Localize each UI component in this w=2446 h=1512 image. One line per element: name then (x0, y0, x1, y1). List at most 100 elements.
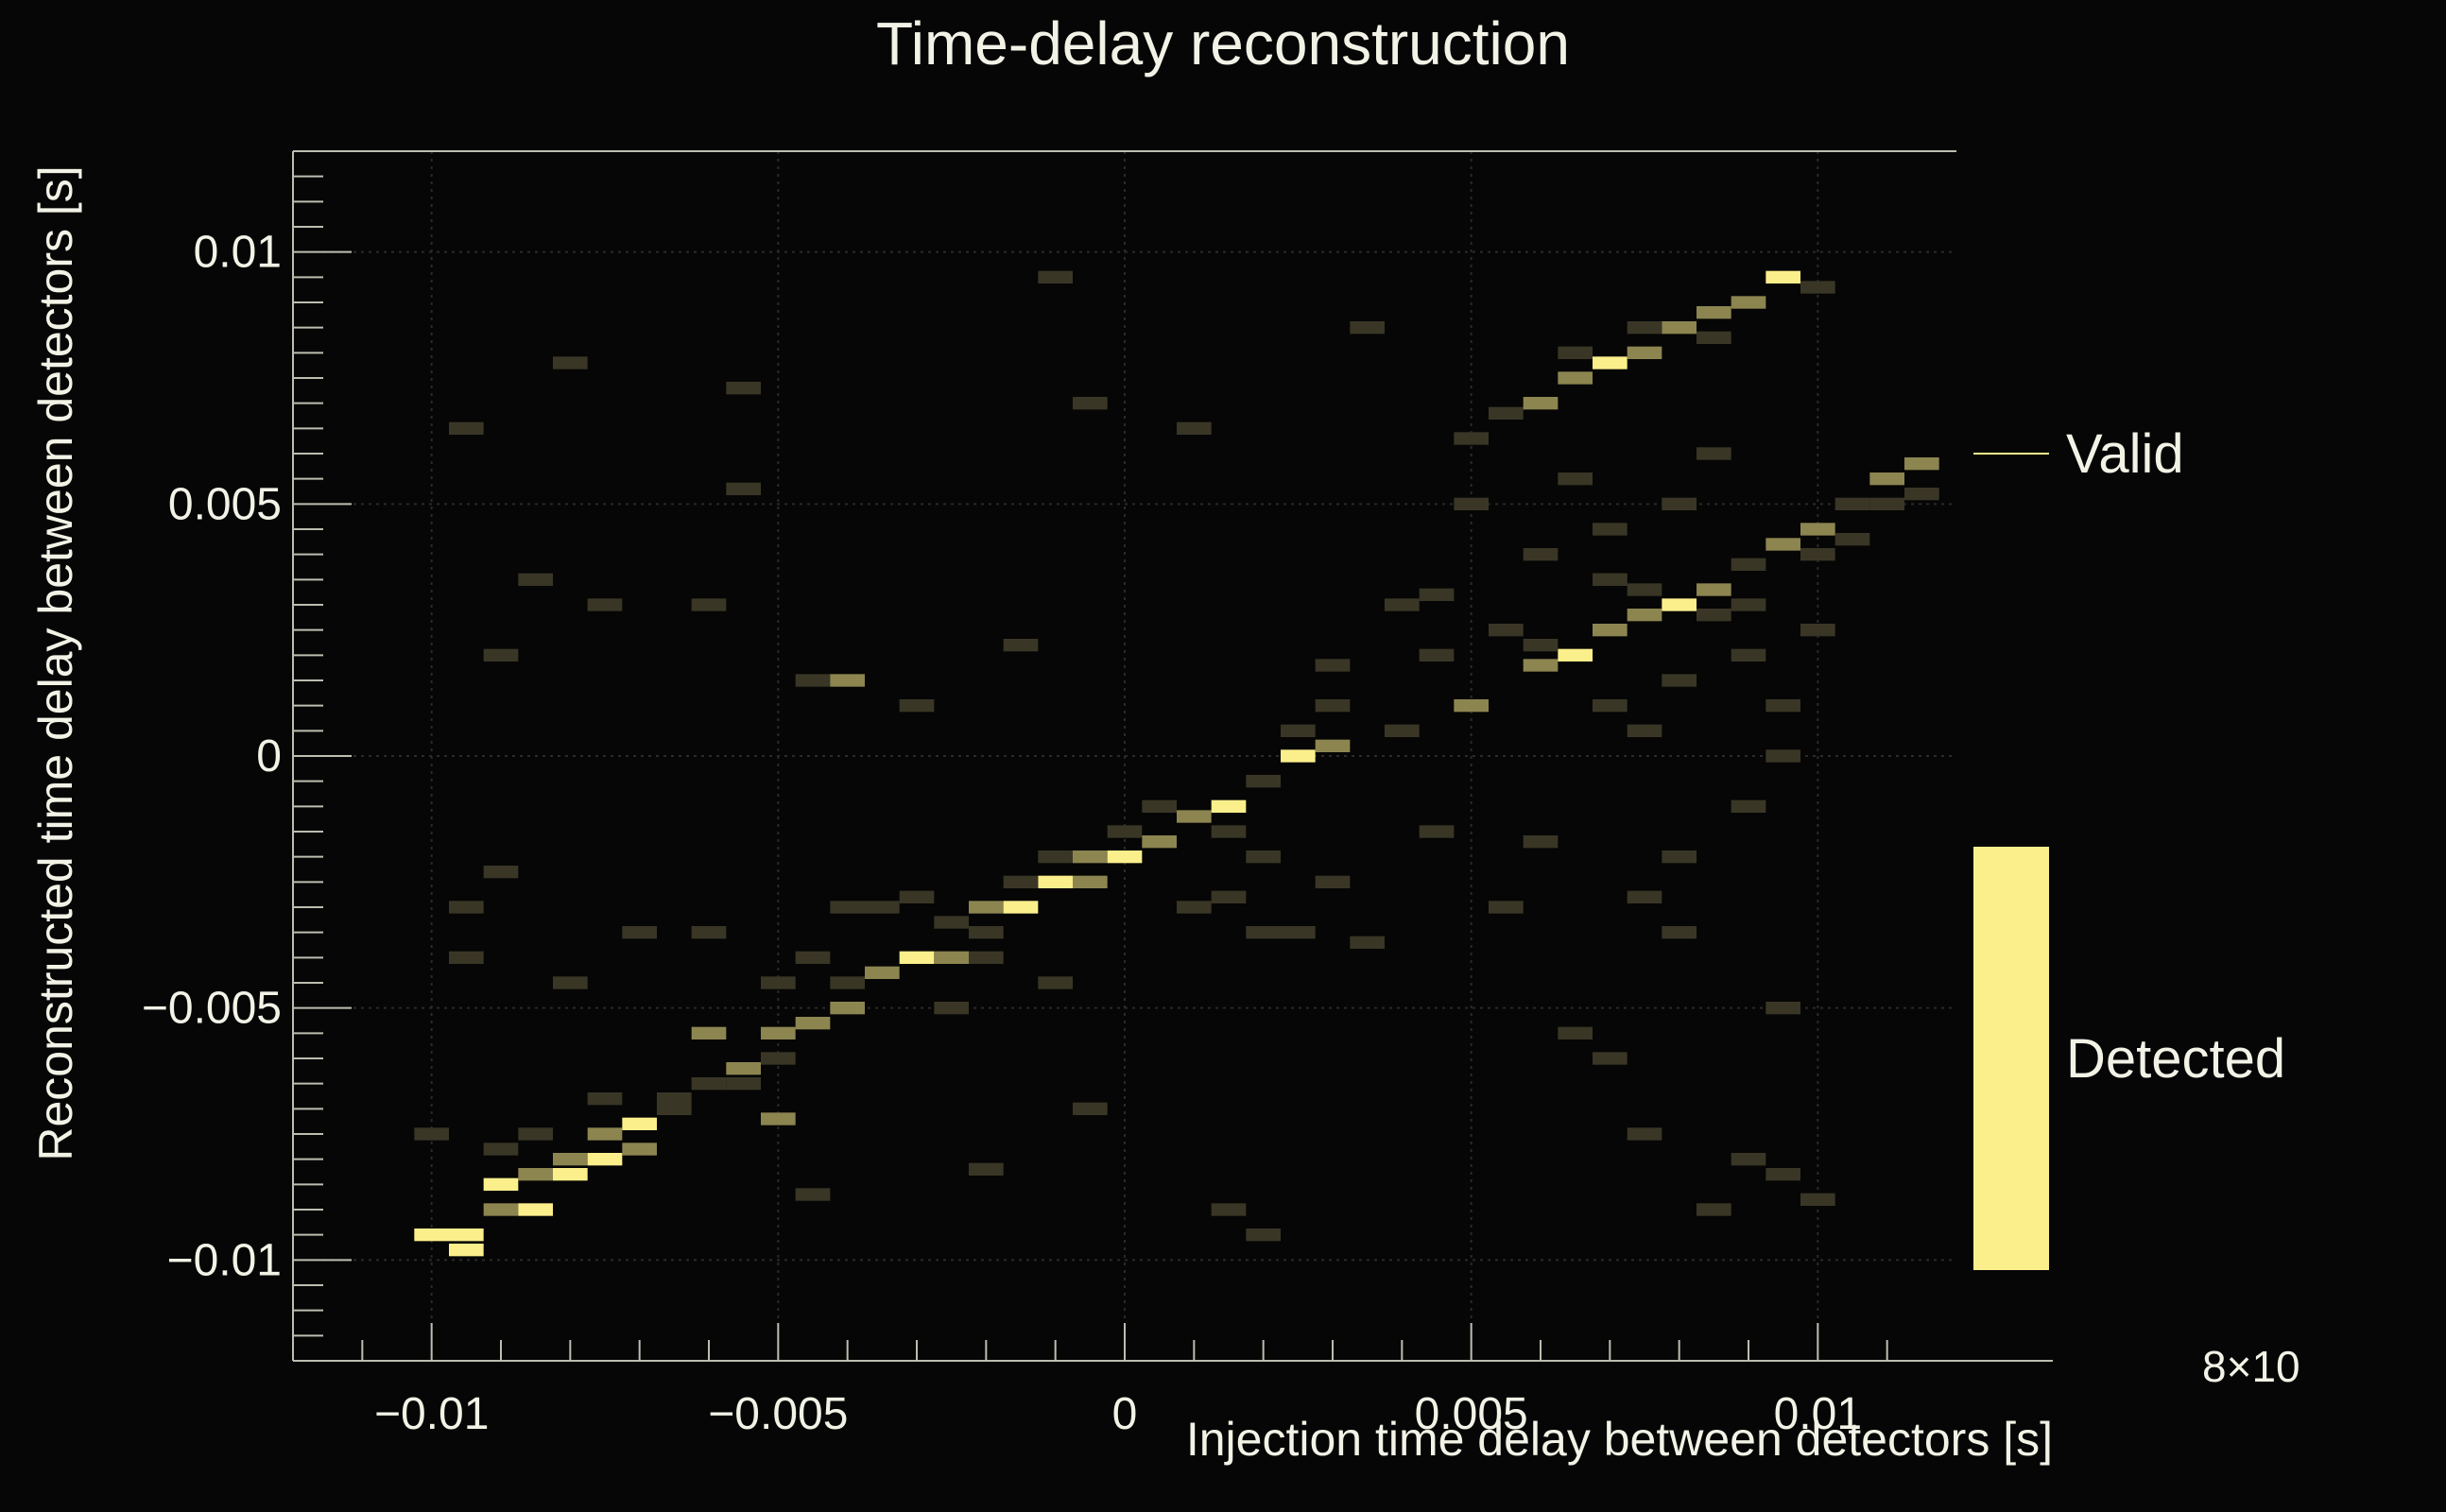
legend-valid-label: Valid (2066, 423, 2184, 485)
heatmap-bin (414, 1228, 449, 1242)
heatmap-bin (1662, 321, 1697, 335)
heatmap-bin (1107, 850, 1143, 864)
heatmap-bin (1419, 588, 1455, 601)
heatmap-bin (691, 598, 727, 611)
chart-title: Time-delay reconstruction (876, 9, 1570, 77)
heatmap-bin (1246, 1228, 1281, 1242)
heatmap-bin (518, 1203, 553, 1216)
heatmap-bin (1454, 432, 1489, 445)
heatmap-bin (1731, 1153, 1766, 1166)
heatmap-bin (1766, 538, 1800, 551)
heatmap-bin (553, 1168, 588, 1181)
heatmap-bin (761, 1112, 796, 1125)
colorbar-exponent-label: 8×10 (2202, 1342, 2300, 1391)
heatmap-bin (1315, 739, 1351, 752)
heatmap-bin (969, 901, 1004, 914)
heatmap-bin (1662, 850, 1697, 864)
heatmap-bin (830, 976, 865, 989)
heatmap-bin (1800, 281, 1835, 294)
heatmap-bin (1281, 749, 1316, 763)
heatmap-bin (449, 421, 484, 435)
legend-detected-box (1973, 847, 2049, 1270)
heatmap-bin (1350, 321, 1385, 335)
heatmap-bin (1558, 472, 1593, 486)
x-tick-label: 0.01 (1774, 1389, 1862, 1439)
heatmap-bin (1523, 659, 1559, 672)
heatmap-bin (1211, 799, 1247, 813)
heatmap-bin (1454, 699, 1489, 713)
heatmap-bin (726, 382, 761, 395)
heatmap-bin (1593, 356, 1628, 369)
heatmap-bin (1073, 1102, 1108, 1115)
heatmap-bin (1489, 406, 1524, 420)
heatmap-bin (830, 674, 865, 687)
heatmap-bin (1211, 1203, 1247, 1216)
heatmap-bin (1697, 306, 1731, 319)
heatmap-bin (1038, 875, 1073, 888)
heatmap-bin (1177, 901, 1212, 914)
heatmap-bin (1697, 583, 1731, 596)
heatmap-bin (1246, 850, 1281, 864)
heatmap-bin (1073, 850, 1108, 864)
heatmap-bin (1731, 558, 1766, 571)
heatmap-bin (1211, 825, 1247, 838)
heatmap-bin (1869, 472, 1904, 486)
heatmap-bin (691, 926, 727, 939)
heatmap-bin (1246, 926, 1281, 939)
heatmap-bin (1662, 598, 1697, 611)
heatmap-bin (1523, 548, 1559, 561)
heatmap-bin (449, 951, 484, 964)
heatmap-bin (1731, 648, 1766, 662)
heatmap-bin (1904, 488, 1939, 501)
heatmap-bin (553, 1153, 588, 1166)
heatmap-bin (1419, 648, 1455, 662)
x-tick-label: −0.01 (374, 1389, 489, 1439)
y-tick-label: 0.01 (194, 228, 282, 278)
heatmap-bin (449, 1228, 484, 1242)
heatmap-bin (1003, 875, 1039, 888)
heatmap-bin (1489, 624, 1524, 637)
heatmap-bin (449, 901, 484, 914)
heatmap-bin (587, 598, 623, 611)
heatmap-bin (1281, 724, 1316, 737)
heatmap-bin (483, 1143, 519, 1156)
y-axis-label: Reconstructed time delay between detecto… (29, 165, 82, 1160)
heatmap-bin (483, 1203, 519, 1216)
heatmap-bin (1038, 270, 1073, 284)
heatmap-bin (691, 1077, 727, 1091)
heatmap-bin (1003, 901, 1039, 914)
heatmap-bin (1800, 548, 1835, 561)
heatmap-bin (1731, 296, 1766, 309)
heatmap-bin (865, 966, 900, 979)
heatmap-bin (969, 926, 1004, 939)
heatmap-bin (1800, 624, 1835, 637)
heatmap-bin (1593, 1052, 1628, 1065)
heatmap-bin (1003, 639, 1039, 652)
heatmap-bin (865, 901, 900, 914)
heatmap-bin (1593, 523, 1628, 536)
heatmap-bin (1593, 573, 1628, 586)
heatmap-bin (726, 482, 761, 495)
heatmap-bin (761, 1026, 796, 1040)
heatmap-bin (1038, 850, 1073, 864)
heatmap-bin (622, 1143, 657, 1156)
heatmap-bin (1315, 699, 1351, 713)
heatmap-bin (1558, 346, 1593, 359)
heatmap-bin (1419, 825, 1455, 838)
heatmap-bin (1350, 936, 1385, 949)
heatmap-bin (1593, 624, 1628, 637)
heatmap-bin (1869, 497, 1904, 510)
heatmap-bin (1731, 799, 1766, 813)
y-tick-label: −0.01 (167, 1235, 282, 1285)
legend: Valid Detected (1973, 423, 2285, 1270)
heatmap-bin (587, 1153, 623, 1166)
heatmap-bin (414, 1127, 449, 1141)
heatmap-bin (1627, 724, 1662, 737)
heatmap-bin (657, 1102, 692, 1115)
heatmap-bin (1142, 835, 1177, 849)
heatmap-bin (1904, 457, 1939, 471)
y-tick-label: 0.005 (168, 479, 282, 529)
heatmap-bin (1489, 901, 1524, 914)
heatmap-bin (1731, 598, 1766, 611)
heatmap-bin (1766, 749, 1800, 763)
